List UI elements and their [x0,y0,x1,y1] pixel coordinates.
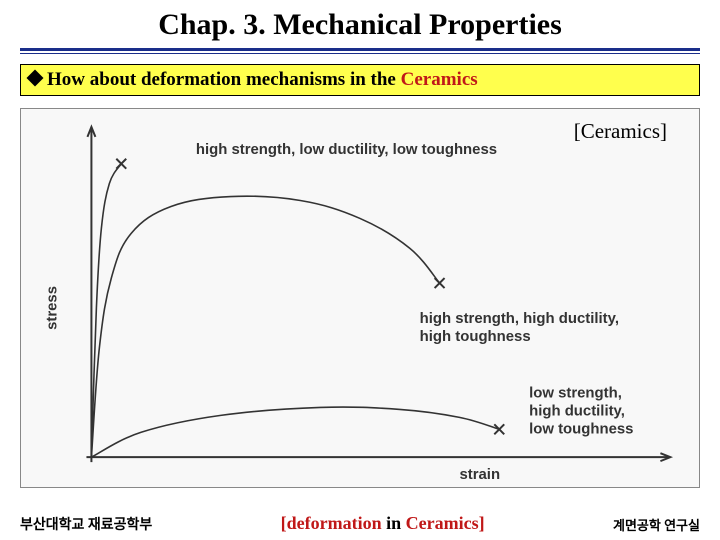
page-title: Chap. 3. Mechanical Properties [0,0,720,46]
curve-label-polymer-2: low toughness [529,420,633,437]
curve-metal [91,196,439,457]
footer-left: 부산대학교 재료공학부 [20,514,152,534]
curve-label-polymer-1: high ductility, [529,402,625,419]
footer-right: 계면공학 연구실 [613,515,700,534]
title-rule-thin [20,53,700,54]
marker-polymer [494,424,504,434]
stress-strain-chart: stress strain high strength, low ductili… [20,108,700,488]
y-axis-label: stress [44,286,61,330]
marker-ceramic [116,159,126,169]
question-text: How about deformation mechanisms in the [47,69,401,90]
curve-label-metal-1: high toughness [420,328,531,345]
curves-group: high strength, low ductility, low toughn… [91,141,633,457]
marker-metal [435,278,445,288]
curve-label-polymer-0: low strength, [529,384,622,401]
title-rule-thick [20,48,700,51]
question-highlight: Ceramics [401,69,478,90]
footer-center-b: in [382,513,406,533]
footer-center: [deformation in Ceramics] [281,513,485,534]
question-callout: How about deformation mechanisms in the … [20,64,700,96]
curve-label-metal-0: high strength, high ductility, [420,310,619,327]
diamond-bullet-icon [27,70,44,87]
curve-ceramic [91,164,121,457]
x-axis-label: strain [459,466,500,483]
chart-overlay-label: [Ceramics] [574,119,667,144]
footer: 부산대학교 재료공학부 [deformation in Ceramics] 계면… [0,513,720,534]
footer-center-a: [deformation [281,513,382,533]
footer-center-c: Ceramics] [406,513,485,533]
curve-label-ceramic-0: high strength, low ductility, low toughn… [196,141,497,158]
curve-polymer [91,407,499,457]
chart-svg: stress strain high strength, low ductili… [21,109,699,487]
